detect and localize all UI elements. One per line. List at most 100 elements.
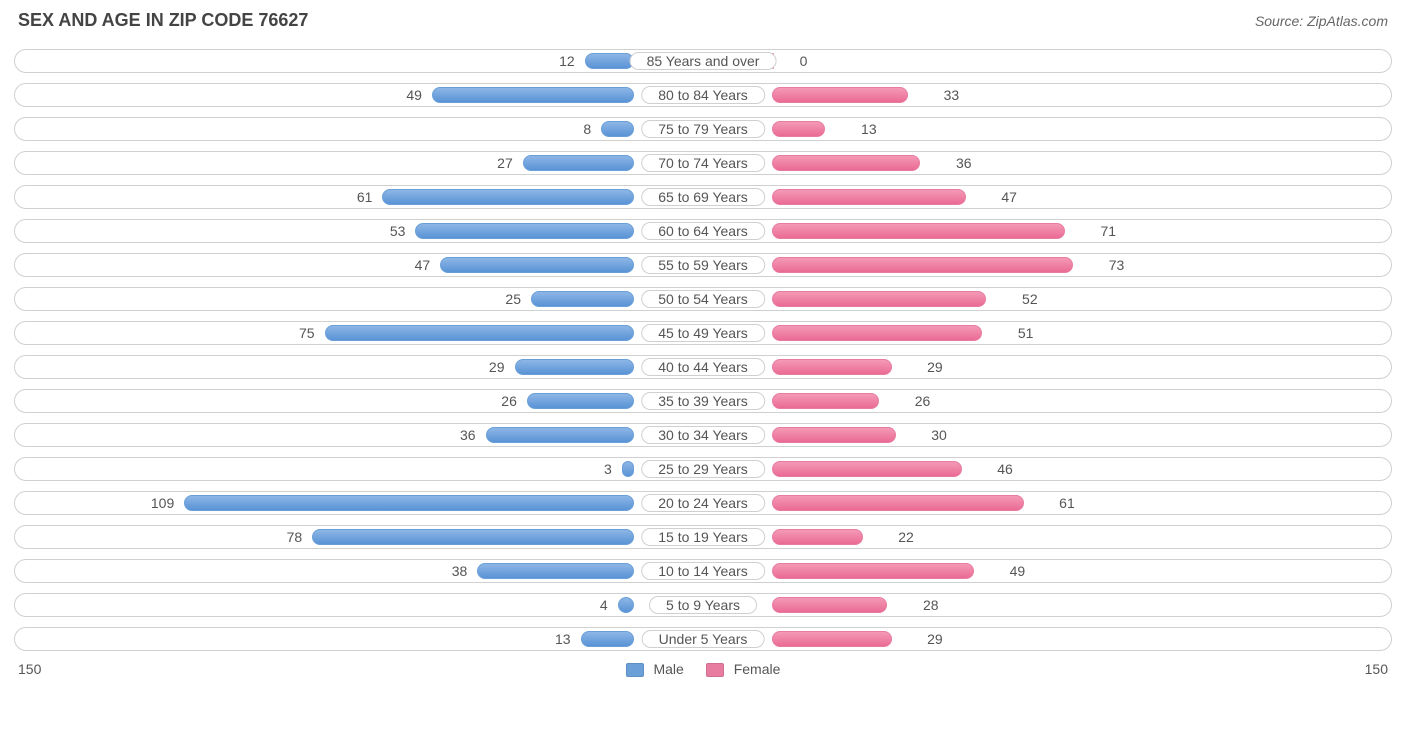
pyramid-row: 38 49 10 to 14 Years — [14, 559, 1392, 583]
age-category-label: 35 to 39 Years — [641, 392, 765, 410]
male-value: 29 — [489, 356, 515, 378]
male-half: 4 — [15, 594, 703, 616]
male-half: 25 — [15, 288, 703, 310]
male-half: 38 — [15, 560, 703, 582]
age-category-label: 20 to 24 Years — [641, 494, 765, 512]
female-half: 52 — [703, 288, 1391, 310]
male-half: 13 — [15, 628, 703, 650]
female-bar — [772, 563, 974, 579]
female-half: 13 — [703, 118, 1391, 140]
male-half: 12 — [15, 50, 703, 72]
female-value: 22 — [888, 526, 914, 548]
male-value: 25 — [505, 288, 531, 310]
female-half: 61 — [703, 492, 1391, 514]
female-bar — [772, 461, 962, 477]
male-bar — [415, 223, 634, 239]
male-value: 13 — [555, 628, 581, 650]
female-bar — [772, 189, 966, 205]
pyramid-row: 755145 to 49 Years — [14, 321, 1392, 345]
age-category-label: 60 to 64 Years — [641, 222, 765, 240]
legend: Male Female — [626, 661, 781, 677]
age-category-label: 25 to 29 Years — [641, 460, 765, 478]
female-value: 49 — [1000, 560, 1026, 582]
legend-label-female: Female — [734, 661, 781, 677]
legend-swatch-female — [706, 663, 724, 677]
male-value: 38 — [452, 560, 478, 582]
male-half: 78 — [15, 526, 703, 548]
pyramid-row: 3 46 25 to 29 Years — [14, 457, 1392, 481]
female-value: 29 — [917, 356, 943, 378]
female-value: 46 — [987, 458, 1013, 480]
female-value: 52 — [1012, 288, 1038, 310]
pyramid-row: 493380 to 84 Years — [14, 83, 1392, 107]
male-bar — [184, 495, 634, 511]
male-half: 75 — [15, 322, 703, 344]
axis-row: 150 Male Female 150 — [14, 661, 1392, 677]
pyramid-row: 255250 to 54 Years — [14, 287, 1392, 311]
female-value: 28 — [913, 594, 939, 616]
age-category-label: 80 to 84 Years — [641, 86, 765, 104]
age-category-label: 30 to 34 Years — [641, 426, 765, 444]
female-half: 28 — [703, 594, 1391, 616]
pyramid-row: 81375 to 79 Years — [14, 117, 1392, 141]
age-category-label: 45 to 49 Years — [641, 324, 765, 342]
female-half: 30 — [703, 424, 1391, 446]
male-bar — [581, 631, 635, 647]
female-bar — [772, 597, 888, 613]
age-category-label: 40 to 44 Years — [641, 358, 765, 376]
male-bar — [515, 359, 635, 375]
male-bar — [312, 529, 634, 545]
female-value: 29 — [917, 628, 943, 650]
female-value: 61 — [1049, 492, 1075, 514]
male-value: 53 — [390, 220, 416, 242]
male-bar — [523, 155, 634, 171]
age-category-label: 5 to 9 Years — [649, 596, 757, 614]
male-half: 8 — [15, 118, 703, 140]
female-bar — [772, 223, 1065, 239]
pyramid-row: 109 61 20 to 24 Years — [14, 491, 1392, 515]
population-pyramid-chart: 12085 Years and over493380 to 84 Years81… — [14, 49, 1392, 651]
male-half: 61 — [15, 186, 703, 208]
male-bar — [432, 87, 634, 103]
male-value: 61 — [357, 186, 383, 208]
male-half: 27 — [15, 152, 703, 174]
female-value: 13 — [851, 118, 877, 140]
female-value: 0 — [790, 50, 808, 72]
female-bar — [772, 495, 1024, 511]
male-value: 26 — [501, 390, 527, 412]
axis-right-max: 150 — [1365, 661, 1388, 677]
pyramid-row: 13 29 Under 5 Years — [14, 627, 1392, 651]
age-category-label: 70 to 74 Years — [641, 154, 765, 172]
age-category-label: 65 to 69 Years — [641, 188, 765, 206]
female-bar — [772, 155, 921, 171]
male-half: 29 — [15, 356, 703, 378]
female-bar — [772, 427, 896, 443]
female-bar — [772, 257, 1073, 273]
male-bar — [585, 53, 635, 69]
female-half: 0 — [703, 50, 1391, 72]
chart-header: SEX AND AGE IN ZIP CODE 76627 Source: Zi… — [14, 10, 1392, 31]
male-half: 109 — [15, 492, 703, 514]
female-half: 22 — [703, 526, 1391, 548]
female-half: 29 — [703, 628, 1391, 650]
male-bar — [325, 325, 635, 341]
age-category-label: Under 5 Years — [642, 630, 765, 648]
age-category-label: 10 to 14 Years — [641, 562, 765, 580]
female-value: 30 — [921, 424, 947, 446]
female-value: 26 — [905, 390, 931, 412]
male-value: 78 — [287, 526, 313, 548]
male-value: 75 — [299, 322, 325, 344]
pyramid-row: 4 28 5 to 9 Years — [14, 593, 1392, 617]
male-value: 3 — [604, 458, 622, 480]
female-half: 29 — [703, 356, 1391, 378]
male-bar — [527, 393, 634, 409]
male-value: 109 — [151, 492, 184, 514]
chart-title: SEX AND AGE IN ZIP CODE 76627 — [18, 10, 308, 31]
male-value: 12 — [559, 50, 585, 72]
chart-source: Source: ZipAtlas.com — [1255, 13, 1388, 29]
legend-label-male: Male — [653, 661, 683, 677]
male-value: 8 — [583, 118, 601, 140]
female-bar — [772, 291, 987, 307]
female-half: 49 — [703, 560, 1391, 582]
pyramid-row: 477355 to 59 Years — [14, 253, 1392, 277]
